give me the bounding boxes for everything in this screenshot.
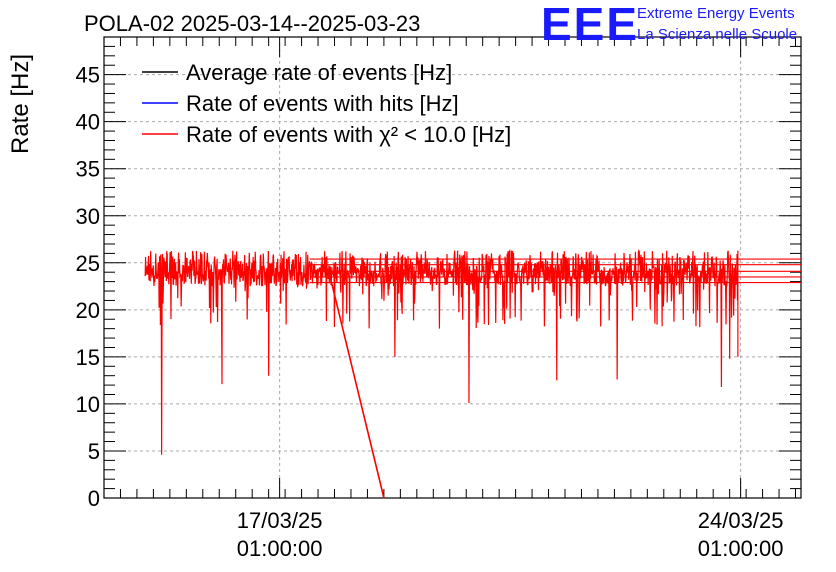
x-tick-time: 01:00:00: [698, 536, 784, 561]
y-tick-label: 0: [88, 486, 100, 511]
logo-line-2: La Scienza nelle Scuole: [637, 26, 797, 43]
y-tick-label: 30: [76, 204, 100, 229]
legend-label-hits: Rate of events with hits [Hz]: [186, 91, 459, 116]
x-tick-time: 01:00:00: [237, 536, 323, 561]
y-tick-labels: 0 5 10 15 20 25 30 35 40 45: [76, 63, 100, 511]
y-axis-label: Rate [Hz]: [7, 54, 34, 154]
series-chi2-drop: [328, 272, 385, 499]
logo-letters: EEE: [541, 0, 639, 50]
grid-lines: [104, 37, 801, 498]
legend: Average rate of events [Hz] Rate of even…: [142, 60, 511, 147]
series-group: [144, 248, 801, 499]
legend-label-average: Average rate of events [Hz]: [186, 60, 452, 85]
y-tick-label: 35: [76, 157, 100, 182]
eee-logo: EEE Extreme Energy Events La Scienza nel…: [541, 0, 797, 50]
y-tick-label: 15: [76, 345, 100, 370]
x-tick-labels: 17/03/25 01:00:00 24/03/25 01:00:00: [237, 508, 784, 561]
series-chi2-line: [144, 248, 739, 455]
y-tick-label: 10: [76, 392, 100, 417]
logo-line-1: Extreme Energy Events: [637, 5, 795, 22]
legend-label-chi2: Rate of events with χ² < 10.0 [Hz]: [186, 122, 511, 147]
y-tick-label: 5: [88, 439, 100, 464]
axis-ticks: [103, 36, 801, 499]
plot-frame: [103, 36, 802, 499]
y-tick-label: 25: [76, 251, 100, 276]
y-tick-label: 40: [76, 110, 100, 135]
y-tick-label: 20: [76, 298, 100, 323]
x-tick-date: 17/03/25: [237, 508, 323, 533]
y-tick-label: 45: [76, 63, 100, 88]
x-tick-date: 24/03/25: [698, 508, 784, 533]
chart-title: POLA-02 2025-03-14--2025-03-23: [84, 11, 420, 36]
